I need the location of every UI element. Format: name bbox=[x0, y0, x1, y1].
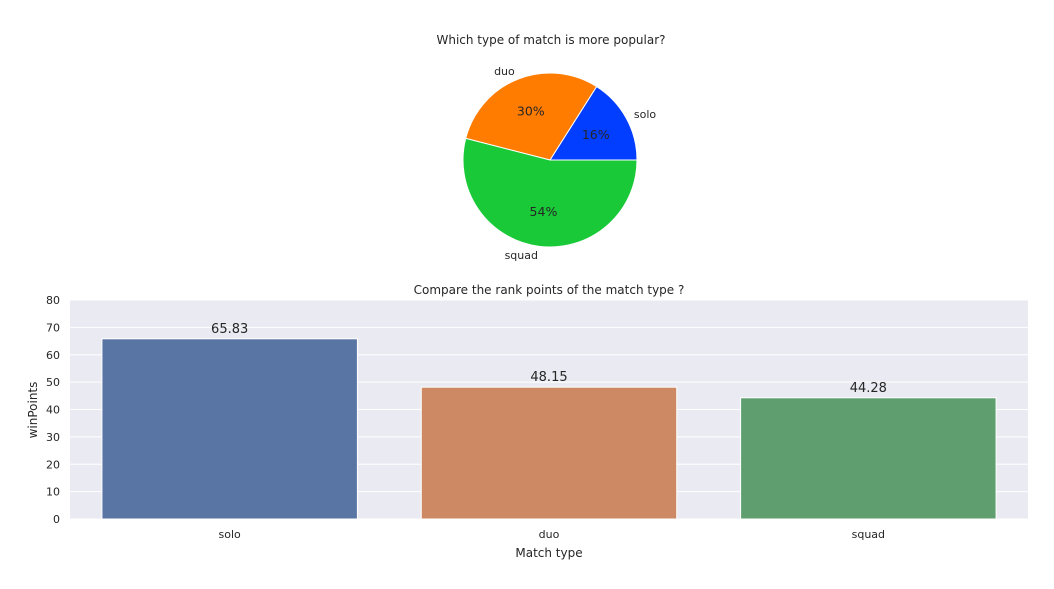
bar-y-tick-label: 50 bbox=[46, 376, 60, 389]
bar-title: Compare the rank points of the match typ… bbox=[414, 283, 685, 297]
pie-slice-squad bbox=[462, 137, 638, 248]
bar-y-tick-label: 60 bbox=[46, 349, 60, 362]
bar-y-tick-label: 10 bbox=[46, 486, 60, 499]
bar-solo bbox=[101, 338, 358, 520]
bar-value-label: 65.83 bbox=[211, 322, 248, 337]
pie-category-label: solo bbox=[634, 108, 657, 121]
bar-y-tick-label: 30 bbox=[46, 431, 60, 444]
bar-y-axis-label: winPoints bbox=[26, 382, 40, 439]
bar-duo bbox=[420, 386, 678, 520]
pie-category-label: squad bbox=[505, 249, 538, 262]
bar-x-axis-label: Match type bbox=[515, 546, 582, 560]
pie-percent-label: 54% bbox=[530, 204, 558, 219]
pie-percent-label: 16% bbox=[582, 127, 610, 142]
bar-x-ticks: solo duo squad bbox=[219, 528, 886, 541]
bar-value-label: 44.28 bbox=[850, 381, 887, 396]
pie-slice-solo bbox=[549, 85, 638, 161]
pie-title: Which type of match is more popular? bbox=[436, 33, 665, 47]
bar-y-tick-label: 40 bbox=[46, 404, 60, 417]
bar-x-tick-label: squad bbox=[852, 528, 885, 541]
bar-y-tick-label: 20 bbox=[46, 458, 60, 471]
bar-value-label: 48.15 bbox=[530, 370, 567, 385]
bar-x-tick-label: duo bbox=[539, 528, 560, 541]
bar-y-ticks: 0 10 20 30 40 50 60 70 80 bbox=[46, 294, 60, 526]
bar-x-tick-label: solo bbox=[219, 528, 242, 541]
bar-y-tick-label: 70 bbox=[46, 321, 60, 334]
pie-percent-label: 30% bbox=[517, 103, 545, 118]
bar-squad bbox=[740, 397, 997, 520]
pie-chart: 16% solo 30% duo 54% squad bbox=[462, 65, 657, 262]
bar-y-tick-label: 80 bbox=[46, 294, 60, 307]
pie-slice-duo bbox=[465, 72, 598, 161]
bar-y-tick-label: 0 bbox=[53, 513, 60, 526]
pie-category-label: duo bbox=[494, 65, 515, 78]
bar-series: 65.83 48.15 44.28 bbox=[101, 322, 997, 520]
